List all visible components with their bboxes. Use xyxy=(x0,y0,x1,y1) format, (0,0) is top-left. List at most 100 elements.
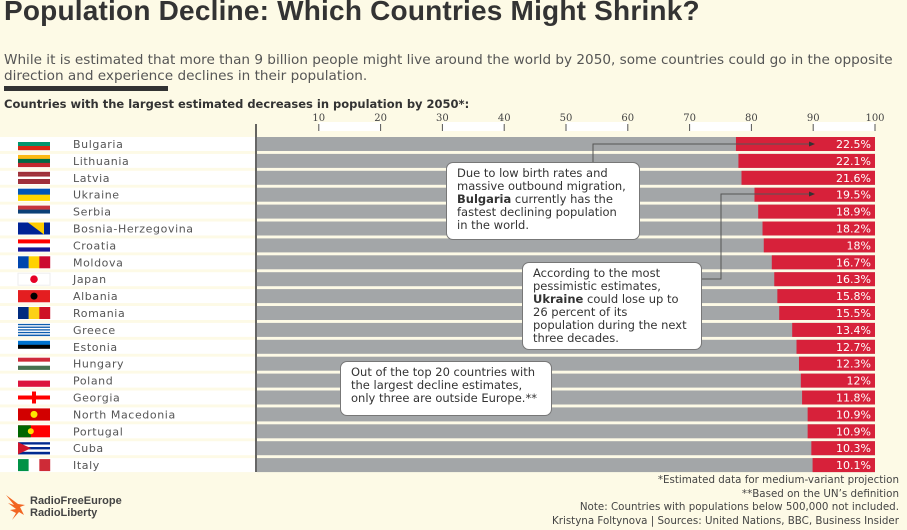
arrow-head xyxy=(809,141,815,147)
bar-remaining xyxy=(257,137,875,151)
bar-decline xyxy=(763,238,875,253)
flag-icon xyxy=(18,425,50,438)
country-label: Croatia xyxy=(73,239,117,252)
flag-triangle xyxy=(28,222,44,235)
callout-text: currently has the fastest declining popu… xyxy=(457,192,617,232)
flag-icon xyxy=(18,188,50,201)
flag-stripe xyxy=(18,307,29,319)
flag-icon xyxy=(18,307,51,319)
tick-band xyxy=(813,122,875,131)
row-background xyxy=(0,339,257,354)
flag-stripe xyxy=(18,449,50,452)
row-background xyxy=(0,137,257,151)
flag-icon xyxy=(18,459,51,472)
flag-stripe xyxy=(18,444,50,448)
flag-stripe xyxy=(18,459,29,472)
flag-stripe xyxy=(18,213,50,218)
country-label: Greece xyxy=(73,324,116,337)
row-background xyxy=(0,238,257,253)
value-label: 12.3% xyxy=(836,358,871,371)
flag-stripe xyxy=(18,138,50,143)
value-label: 21.6% xyxy=(836,172,871,185)
country-label: Ukraine xyxy=(73,189,120,202)
flag-stripe xyxy=(18,205,50,210)
flag-stripe xyxy=(18,451,50,455)
tick-label: 40 xyxy=(498,113,511,124)
source-credit: Kristyna Foltynova | Sources: United Nat… xyxy=(551,514,899,527)
rferl-logo: RadioFreeEurope RadioLiberty xyxy=(4,493,122,521)
flag-stripe xyxy=(39,459,51,472)
logo-text-line: RadioFreeEurope xyxy=(30,495,122,507)
country-label: Japan xyxy=(72,273,107,286)
row-background xyxy=(0,322,257,337)
row-background xyxy=(0,187,257,202)
tick-label: 60 xyxy=(621,113,634,124)
value-label: 18% xyxy=(847,239,871,252)
flag-stripe xyxy=(18,188,50,195)
value-label: 15.5% xyxy=(836,307,871,320)
value-label: 18.9% xyxy=(836,206,871,219)
flag-icon xyxy=(18,408,50,421)
row-background xyxy=(0,390,257,405)
tick-label: 100 xyxy=(865,113,884,124)
tick-label: 90 xyxy=(807,113,820,124)
flag-emblem xyxy=(30,410,38,418)
flag-stripe xyxy=(18,425,31,438)
flag-icon xyxy=(18,442,50,455)
callout-text: Due to low birth rates and massive outbo… xyxy=(457,166,626,193)
bar-decline xyxy=(798,356,875,371)
value-label: 13.4% xyxy=(836,324,871,337)
value-label: 10.1% xyxy=(836,459,871,472)
flag-stripe xyxy=(18,374,50,381)
bar-decline xyxy=(777,289,875,304)
row-background xyxy=(0,272,257,287)
row-background xyxy=(0,255,257,270)
bar-decline xyxy=(771,255,875,270)
row-background xyxy=(0,153,257,168)
bar-remaining xyxy=(257,441,875,456)
bar-decline xyxy=(741,170,875,185)
flag-stripe xyxy=(18,330,50,333)
value-label: 12% xyxy=(847,375,871,388)
country-label: Bulgaria xyxy=(73,138,123,151)
footnote: *Estimated data for medium-variant proje… xyxy=(657,474,899,486)
bar-decline xyxy=(802,390,875,405)
flag-icon xyxy=(18,340,50,353)
flag-stripe xyxy=(28,307,40,319)
flag-stripe xyxy=(18,194,50,201)
flag-stripe xyxy=(18,333,50,335)
flag-icon xyxy=(18,239,50,252)
value-label: 10.9% xyxy=(836,408,871,421)
flag-stripe xyxy=(18,344,50,349)
flag-stripe xyxy=(18,174,50,177)
flag-stripe xyxy=(28,256,40,269)
tick-label: 70 xyxy=(683,113,696,124)
value-label: 19.5% xyxy=(836,189,871,202)
flag-icon xyxy=(18,290,50,303)
flag-stripe xyxy=(18,142,50,147)
flag-stripe xyxy=(18,162,50,168)
flag-stripe xyxy=(18,176,50,180)
row-background xyxy=(0,356,257,371)
flag-stripe xyxy=(18,239,50,244)
country-label: Bosnia-Herzegovina xyxy=(73,223,194,236)
flag-stripe xyxy=(18,146,50,151)
row-background xyxy=(0,289,257,304)
flag-stripe xyxy=(18,325,50,327)
flag-stripe xyxy=(18,243,50,248)
flag-stripe xyxy=(39,307,51,319)
callout-text: According to the most pessimistic estima… xyxy=(533,266,661,293)
callout-ukraine: According to the most pessimistic estima… xyxy=(522,262,702,350)
flag-stripe xyxy=(18,329,50,331)
logo-mark-icon xyxy=(6,495,25,520)
row-background xyxy=(0,407,257,422)
flag-stripe xyxy=(18,323,50,326)
flag-icon xyxy=(18,171,50,184)
flag-stripe xyxy=(18,380,50,387)
page-title: Population Decline: Which Countries Migh… xyxy=(4,0,700,26)
flag-icon xyxy=(18,374,50,387)
bar-decline xyxy=(758,204,875,219)
country-label: Lithuania xyxy=(73,155,129,168)
flag-emblem xyxy=(27,428,34,435)
flag-stripe xyxy=(18,348,50,353)
